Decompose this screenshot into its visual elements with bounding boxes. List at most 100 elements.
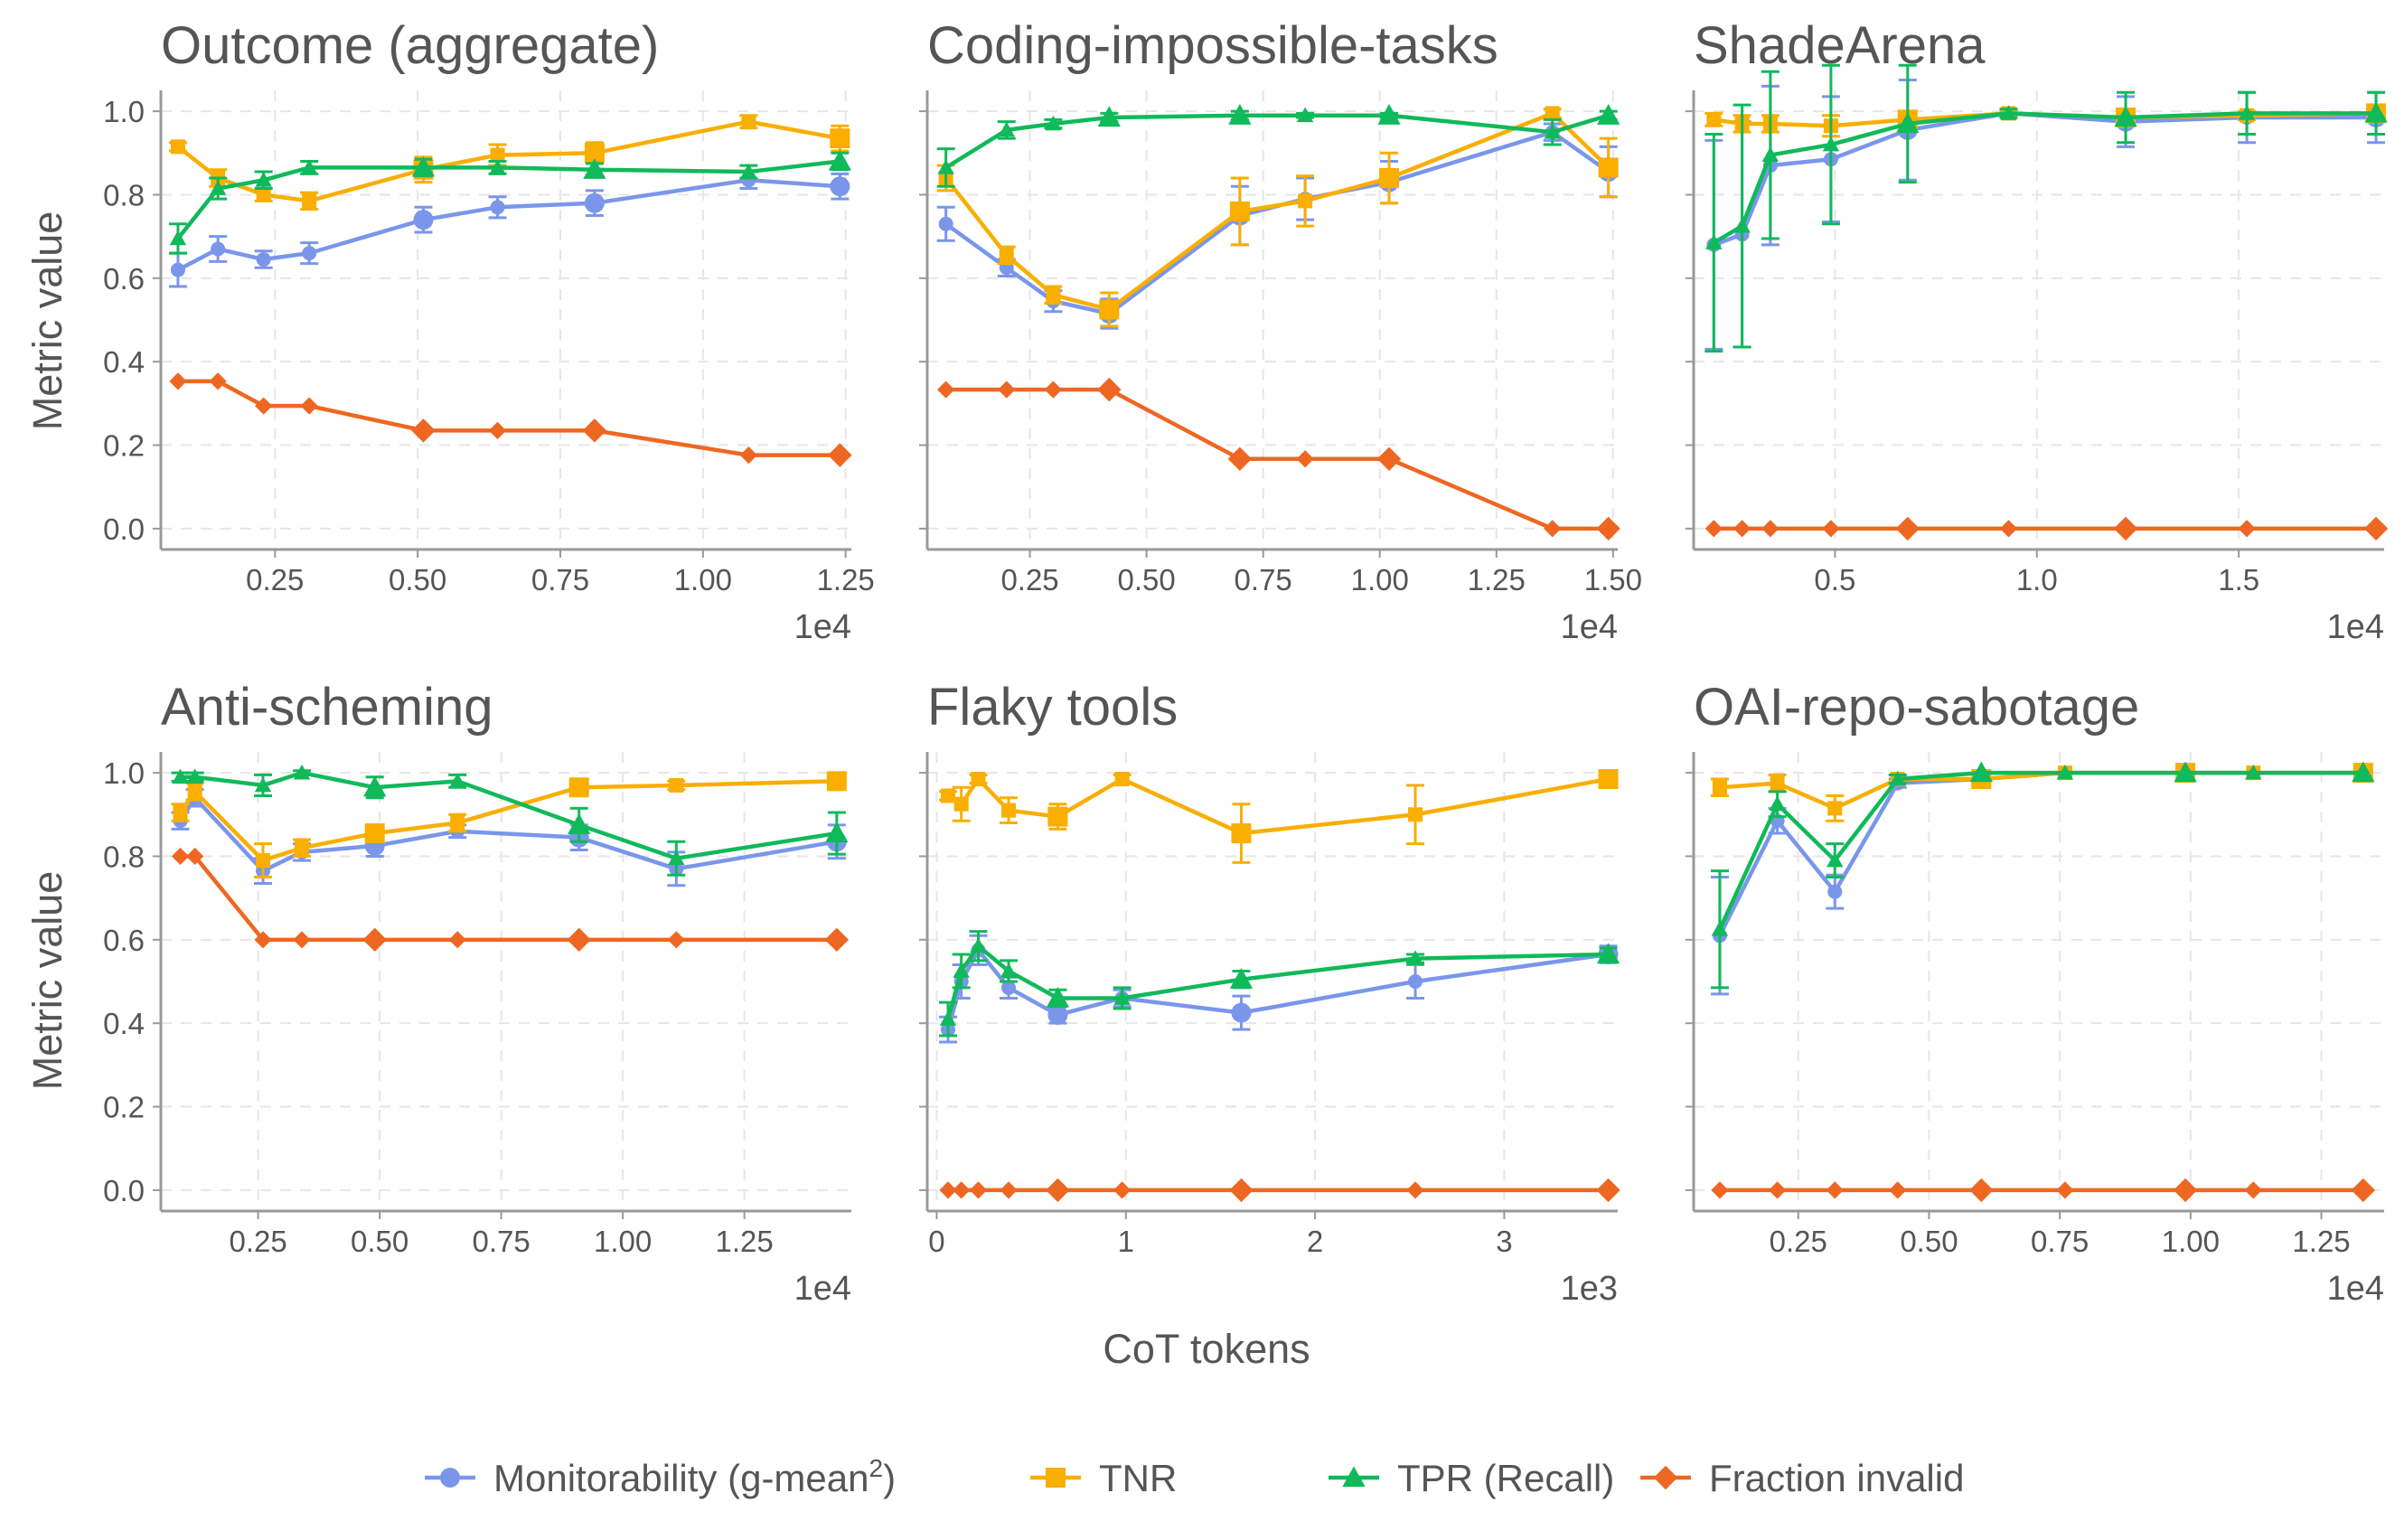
legend-marker	[440, 1468, 460, 1488]
tpr-point	[489, 159, 506, 174]
tnr-line	[946, 776, 1609, 836]
series-fraction-invalid	[1711, 1178, 2376, 1203]
fraction-invalid-point	[255, 397, 273, 415]
series-tnr	[936, 106, 1619, 328]
x-tick-label: 0.75	[473, 1225, 531, 1258]
monitorability-point	[938, 216, 953, 231]
x-tick-label: 0.50	[389, 563, 446, 596]
x-tick-label: 1.50	[1584, 563, 1642, 596]
fraction-invalid-point	[1227, 446, 1253, 471]
fraction-invalid-point	[1895, 516, 1920, 541]
tpr-point	[1761, 146, 1780, 162]
panel-4: 0.0 0.2 0.4 0.6 0.8 1.0 0.25 0.50 0.75 1.00 1.25 1e…	[103, 678, 851, 1308]
x-tick-label: 1	[1118, 1225, 1134, 1258]
tnr-point	[1379, 167, 1400, 188]
series-fraction-invalid	[1704, 516, 2389, 541]
tpr-line	[1717, 770, 2363, 931]
fraction-invalid-point	[448, 931, 466, 949]
fraction-invalid-point	[667, 931, 685, 949]
tnr-line	[944, 111, 1610, 312]
tpr-point	[1596, 943, 1620, 964]
series-tpr	[1704, 63, 2388, 353]
tpr-point	[1406, 950, 1424, 965]
x-tick-label: 0	[928, 1225, 944, 1258]
y-tick-label: 1.0	[103, 756, 145, 790]
tpr-point	[2364, 101, 2388, 123]
fraction-invalid-point	[969, 1181, 988, 1199]
fraction-invalid-point	[293, 931, 311, 949]
fraction-invalid-point	[2363, 516, 2389, 541]
fraction-invalid-point	[1822, 520, 1840, 538]
tnr-point	[826, 771, 847, 792]
fraction-invalid-point	[2173, 1178, 2198, 1203]
tpr-point	[169, 230, 187, 246]
tnr-point	[669, 777, 684, 793]
tpr-point	[2352, 761, 2375, 783]
legend-label: TPR (Recall)	[1397, 1457, 1614, 1499]
x-scale-label: 1e4	[794, 1270, 851, 1308]
tpr-line	[176, 159, 840, 240]
tpr-point	[2000, 105, 2017, 120]
fraction-invalid-point	[1097, 377, 1122, 402]
legend-label: Monitorability (g-mean2)	[493, 1454, 896, 1499]
tnr-point	[1545, 106, 1560, 121]
panel-title: Coding-impossible-tasks	[927, 16, 1498, 75]
tpr-point	[1000, 963, 1018, 978]
fraction-invalid-point	[1596, 1178, 1620, 1203]
y-tick-label: 0.6	[103, 924, 145, 957]
fraction-invalid-point	[567, 927, 591, 953]
tpr-line	[1713, 111, 2377, 245]
fraction-invalid-point	[1544, 520, 1562, 538]
monitorability-point	[584, 192, 605, 213]
tpr-point	[1045, 115, 1062, 131]
tpr-point	[1969, 761, 1993, 783]
x-scale-label: 1e3	[1561, 1270, 1618, 1308]
x-scale-label: 1e4	[794, 608, 851, 646]
fraction-invalid-point	[488, 421, 507, 439]
tpr-point	[998, 121, 1015, 137]
fraction-invalid-line	[180, 854, 837, 943]
monitorability-point	[1047, 1004, 1068, 1025]
tpr-point	[1826, 851, 1844, 868]
tnr-point	[1298, 193, 1313, 209]
fraction-invalid-point	[254, 931, 272, 949]
tpr-point	[255, 172, 272, 187]
series-tnr	[171, 771, 847, 879]
tpr-point	[2238, 105, 2256, 120]
y-tick-label: 0.8	[103, 840, 145, 873]
tnr-point	[1099, 299, 1120, 320]
fraction-invalid-point	[209, 372, 227, 390]
panels: 0.00.20.40.60.81.00.25 0.50 0.75 1.00 1.251e…	[103, 16, 2389, 1308]
fraction-invalid-point	[824, 927, 850, 953]
tnr-point	[741, 114, 756, 129]
series-tnr	[1704, 103, 2387, 138]
tnr-point	[584, 143, 605, 164]
panel-title: Anti-scheming	[161, 678, 493, 737]
tpr-point	[1733, 217, 1751, 233]
series-fraction-invalid	[939, 1178, 1620, 1203]
tnr-point	[255, 853, 270, 869]
fraction-invalid-point	[1406, 1181, 1424, 1199]
legend-label: TNR	[1099, 1457, 1177, 1499]
y-tick-label: 0.2	[103, 1091, 145, 1124]
tnr-point	[490, 147, 505, 163]
x-tick-label: 0.5	[1814, 563, 1855, 596]
monitorability-line	[176, 178, 840, 272]
fraction-invalid-point	[1113, 1181, 1132, 1199]
x-tick-label: 3	[1496, 1225, 1512, 1258]
monitorability-point	[830, 176, 850, 197]
series-monitorability	[1704, 78, 2387, 351]
fraction-invalid-point	[300, 397, 318, 415]
panel-title: Flaky tools	[927, 678, 1178, 737]
x-scale-label: 1e4	[2327, 1270, 2384, 1308]
x-tick-label: 2	[1307, 1225, 1323, 1258]
y-tick-label: 0.0	[103, 1174, 145, 1207]
tpr-point	[300, 159, 318, 174]
fraction-invalid-point	[362, 927, 387, 953]
tnr-point	[1408, 807, 1423, 822]
monitorability-point	[490, 200, 505, 215]
tpr-point	[668, 850, 685, 866]
tpr-point	[939, 1010, 957, 1026]
fraction-invalid-point	[1376, 446, 1402, 471]
tpr-point	[2114, 106, 2137, 127]
